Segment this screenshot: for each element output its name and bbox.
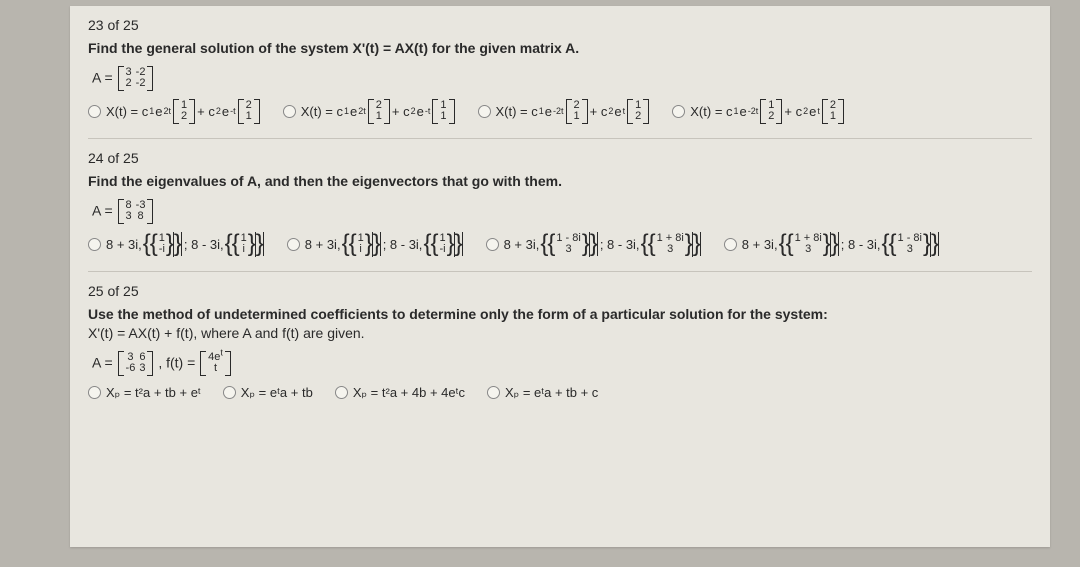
q23-option-4[interactable]: X(t) = c1e-2t12 + c2et21 bbox=[672, 99, 845, 124]
q24-option-1[interactable]: 8 + 3i, 1-i ; 8 - 3i, 1i bbox=[88, 232, 265, 257]
q24-option-2[interactable]: 8 + 3i, 1i ; 8 - 3i, 1-i bbox=[287, 232, 464, 257]
q25-A-matrix: 3-6 63 bbox=[118, 351, 154, 376]
q25-f-vector: 4et t bbox=[200, 351, 231, 376]
q24-A-matrix: 83 -38 bbox=[118, 199, 154, 224]
radio-icon bbox=[478, 105, 491, 118]
q24-options: 8 + 3i, 1-i ; 8 - 3i, 1i 8 + 3i, 1i ; 8 -… bbox=[88, 232, 1032, 257]
q25-option-4[interactable]: Xₚ = eᵗa + tb + c bbox=[487, 384, 598, 402]
q25-option-1[interactable]: Xₚ = t²a + tb + eᵗ bbox=[88, 384, 201, 402]
radio-icon bbox=[672, 105, 685, 118]
radio-icon bbox=[287, 238, 300, 251]
q23-option-3[interactable]: X(t) = c1e-2t21 + c2et12 bbox=[478, 99, 651, 124]
divider-2 bbox=[88, 271, 1032, 272]
option-text: Xₚ = eᵗa + tb + c bbox=[505, 384, 598, 402]
option-text: Xₚ = t²a + tb + eᵗ bbox=[106, 384, 201, 402]
divider-1 bbox=[88, 138, 1032, 139]
q25-options: Xₚ = t²a + tb + eᵗ Xₚ = eᵗa + tb Xₚ = t²a … bbox=[88, 384, 1032, 402]
q23-A-matrix: 32 -2-2 bbox=[118, 66, 154, 91]
option-text: X(t) = c1e2t21 + c2e-t11 bbox=[301, 99, 456, 124]
option-text: 8 + 3i, 1 + 8i3 ; 8 - 3i, 1 - 8i3 bbox=[742, 232, 940, 257]
option-text: 8 + 3i, 1-i ; 8 - 3i, 1i bbox=[106, 232, 265, 257]
q25-f-label: , f(t) = bbox=[158, 354, 195, 370]
q23-counter: 23 of 25 bbox=[88, 16, 1032, 35]
q23-prompt: Find the general solution of the system … bbox=[88, 39, 1032, 58]
q24-A-label: A = bbox=[92, 202, 113, 218]
q24-matrix: A = 83 -38 bbox=[92, 199, 1032, 224]
q25-counter: 25 of 25 bbox=[88, 282, 1032, 301]
q25-given: A = 3-6 63 , f(t) = 4et t bbox=[92, 351, 1032, 376]
q25-option-3[interactable]: Xₚ = t²a + 4b + 4eᵗc bbox=[335, 384, 465, 402]
q23-A-label: A = bbox=[92, 69, 113, 85]
radio-icon bbox=[283, 105, 296, 118]
q24-counter: 24 of 25 bbox=[88, 149, 1032, 168]
radio-icon bbox=[88, 238, 101, 251]
q24-option-3[interactable]: 8 + 3i, 1 - 8i3 ; 8 - 3i, 1 + 8i3 bbox=[486, 232, 702, 257]
radio-icon bbox=[223, 386, 236, 399]
q23: 23 of 25 Find the general solution of th… bbox=[88, 16, 1032, 124]
radio-icon bbox=[724, 238, 737, 251]
radio-icon bbox=[335, 386, 348, 399]
q23-option-2[interactable]: X(t) = c1e2t21 + c2e-t11 bbox=[283, 99, 456, 124]
q23-option-1[interactable]: X(t) = c1e2t12 + c2e-t21 bbox=[88, 99, 261, 124]
option-text: Xₚ = t²a + 4b + 4eᵗc bbox=[353, 384, 465, 402]
q25-prompt: Use the method of undetermined coefficie… bbox=[88, 305, 1032, 343]
q24-option-4[interactable]: 8 + 3i, 1 + 8i3 ; 8 - 3i, 1 - 8i3 bbox=[724, 232, 940, 257]
radio-icon bbox=[88, 105, 101, 118]
radio-icon bbox=[486, 238, 499, 251]
option-text: X(t) = c1e-2t21 + c2et12 bbox=[496, 99, 651, 124]
option-text: Xₚ = eᵗa + tb bbox=[241, 384, 313, 402]
quiz-page: 23 of 25 Find the general solution of th… bbox=[70, 6, 1050, 547]
q25: 25 of 25 Use the method of undetermined … bbox=[88, 282, 1032, 401]
option-text: 8 + 3i, 1 - 8i3 ; 8 - 3i, 1 + 8i3 bbox=[504, 232, 702, 257]
option-text: 8 + 3i, 1i ; 8 - 3i, 1-i bbox=[305, 232, 464, 257]
radio-icon bbox=[487, 386, 500, 399]
option-text: X(t) = c1e2t12 + c2e-t21 bbox=[106, 99, 261, 124]
q25-A-label: A = bbox=[92, 354, 113, 370]
q24: 24 of 25 Find the eigenvalues of A, and … bbox=[88, 149, 1032, 257]
q25-option-2[interactable]: Xₚ = eᵗa + tb bbox=[223, 384, 313, 402]
q23-matrix: A = 32 -2-2 bbox=[92, 66, 1032, 91]
option-text: X(t) = c1e-2t12 + c2et21 bbox=[690, 99, 845, 124]
radio-icon bbox=[88, 386, 101, 399]
q24-prompt: Find the eigenvalues of A, and then the … bbox=[88, 172, 1032, 191]
q23-options: X(t) = c1e2t12 + c2e-t21 X(t) = c1e2t21 +… bbox=[88, 99, 1032, 124]
